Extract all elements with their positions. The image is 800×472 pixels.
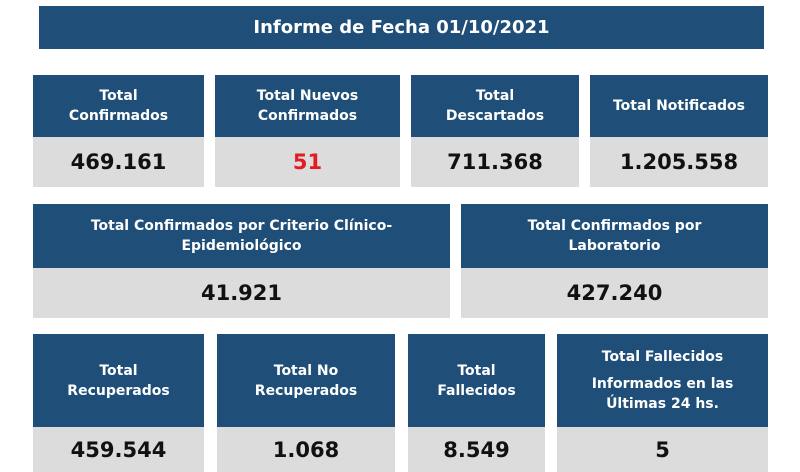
card-value: 427.240 <box>461 268 768 318</box>
card-label: Total Fallecidos Informados en las Últim… <box>557 334 768 427</box>
report-title: Informe de Fecha 01/10/2021 <box>253 17 550 38</box>
card-fallecidos-ultimas-24hs: Total Fallecidos Informados en las Últim… <box>557 334 768 472</box>
card-value: 459.544 <box>33 427 204 472</box>
card-label: Total No Recuperados <box>217 334 395 427</box>
card-label: Total Recuperados <box>33 334 204 427</box>
card-value: 5 <box>557 427 768 472</box>
card-total-notificados: Total Notificados 1.205.558 <box>590 75 768 187</box>
card-total-no-recuperados: Total No Recuperados 1.068 <box>217 334 395 472</box>
card-value: 1.205.558 <box>590 137 768 187</box>
card-label: Total Confirmados <box>33 75 204 137</box>
card-confirmados-laboratorio: Total Confirmados por Laboratorio 427.24… <box>461 204 768 318</box>
card-label: Total Notificados <box>590 75 768 137</box>
card-label: Total Fallecidos <box>408 334 545 427</box>
card-value: 711.368 <box>411 137 579 187</box>
report-header: Informe de Fecha 01/10/2021 <box>39 6 764 49</box>
card-label-line1: Total Fallecidos <box>601 349 724 365</box>
card-total-fallecidos: Total Fallecidos 8.549 <box>408 334 545 472</box>
card-total-recuperados: Total Recuperados 459.544 <box>33 334 204 472</box>
card-label: Total Confirmados por Laboratorio <box>461 204 768 268</box>
card-label: Total Descartados <box>411 75 579 137</box>
card-value: 41.921 <box>33 268 450 318</box>
card-total-confirmados: Total Confirmados 469.161 <box>33 75 204 187</box>
card-label-line2: Informados en las Últimas 24 hs. <box>591 376 734 412</box>
card-value: 469.161 <box>33 137 204 187</box>
card-label: Total Nuevos Confirmados <box>215 75 400 137</box>
card-value: 8.549 <box>408 427 545 472</box>
card-confirmados-criterio-clinico: Total Confirmados por Criterio Clínico- … <box>33 204 450 318</box>
card-value: 51 <box>215 137 400 187</box>
card-label: Total Confirmados por Criterio Clínico- … <box>33 204 450 268</box>
card-value: 1.068 <box>217 427 395 472</box>
card-total-descartados: Total Descartados 711.368 <box>411 75 579 187</box>
card-total-nuevos-confirmados: Total Nuevos Confirmados 51 <box>215 75 400 187</box>
